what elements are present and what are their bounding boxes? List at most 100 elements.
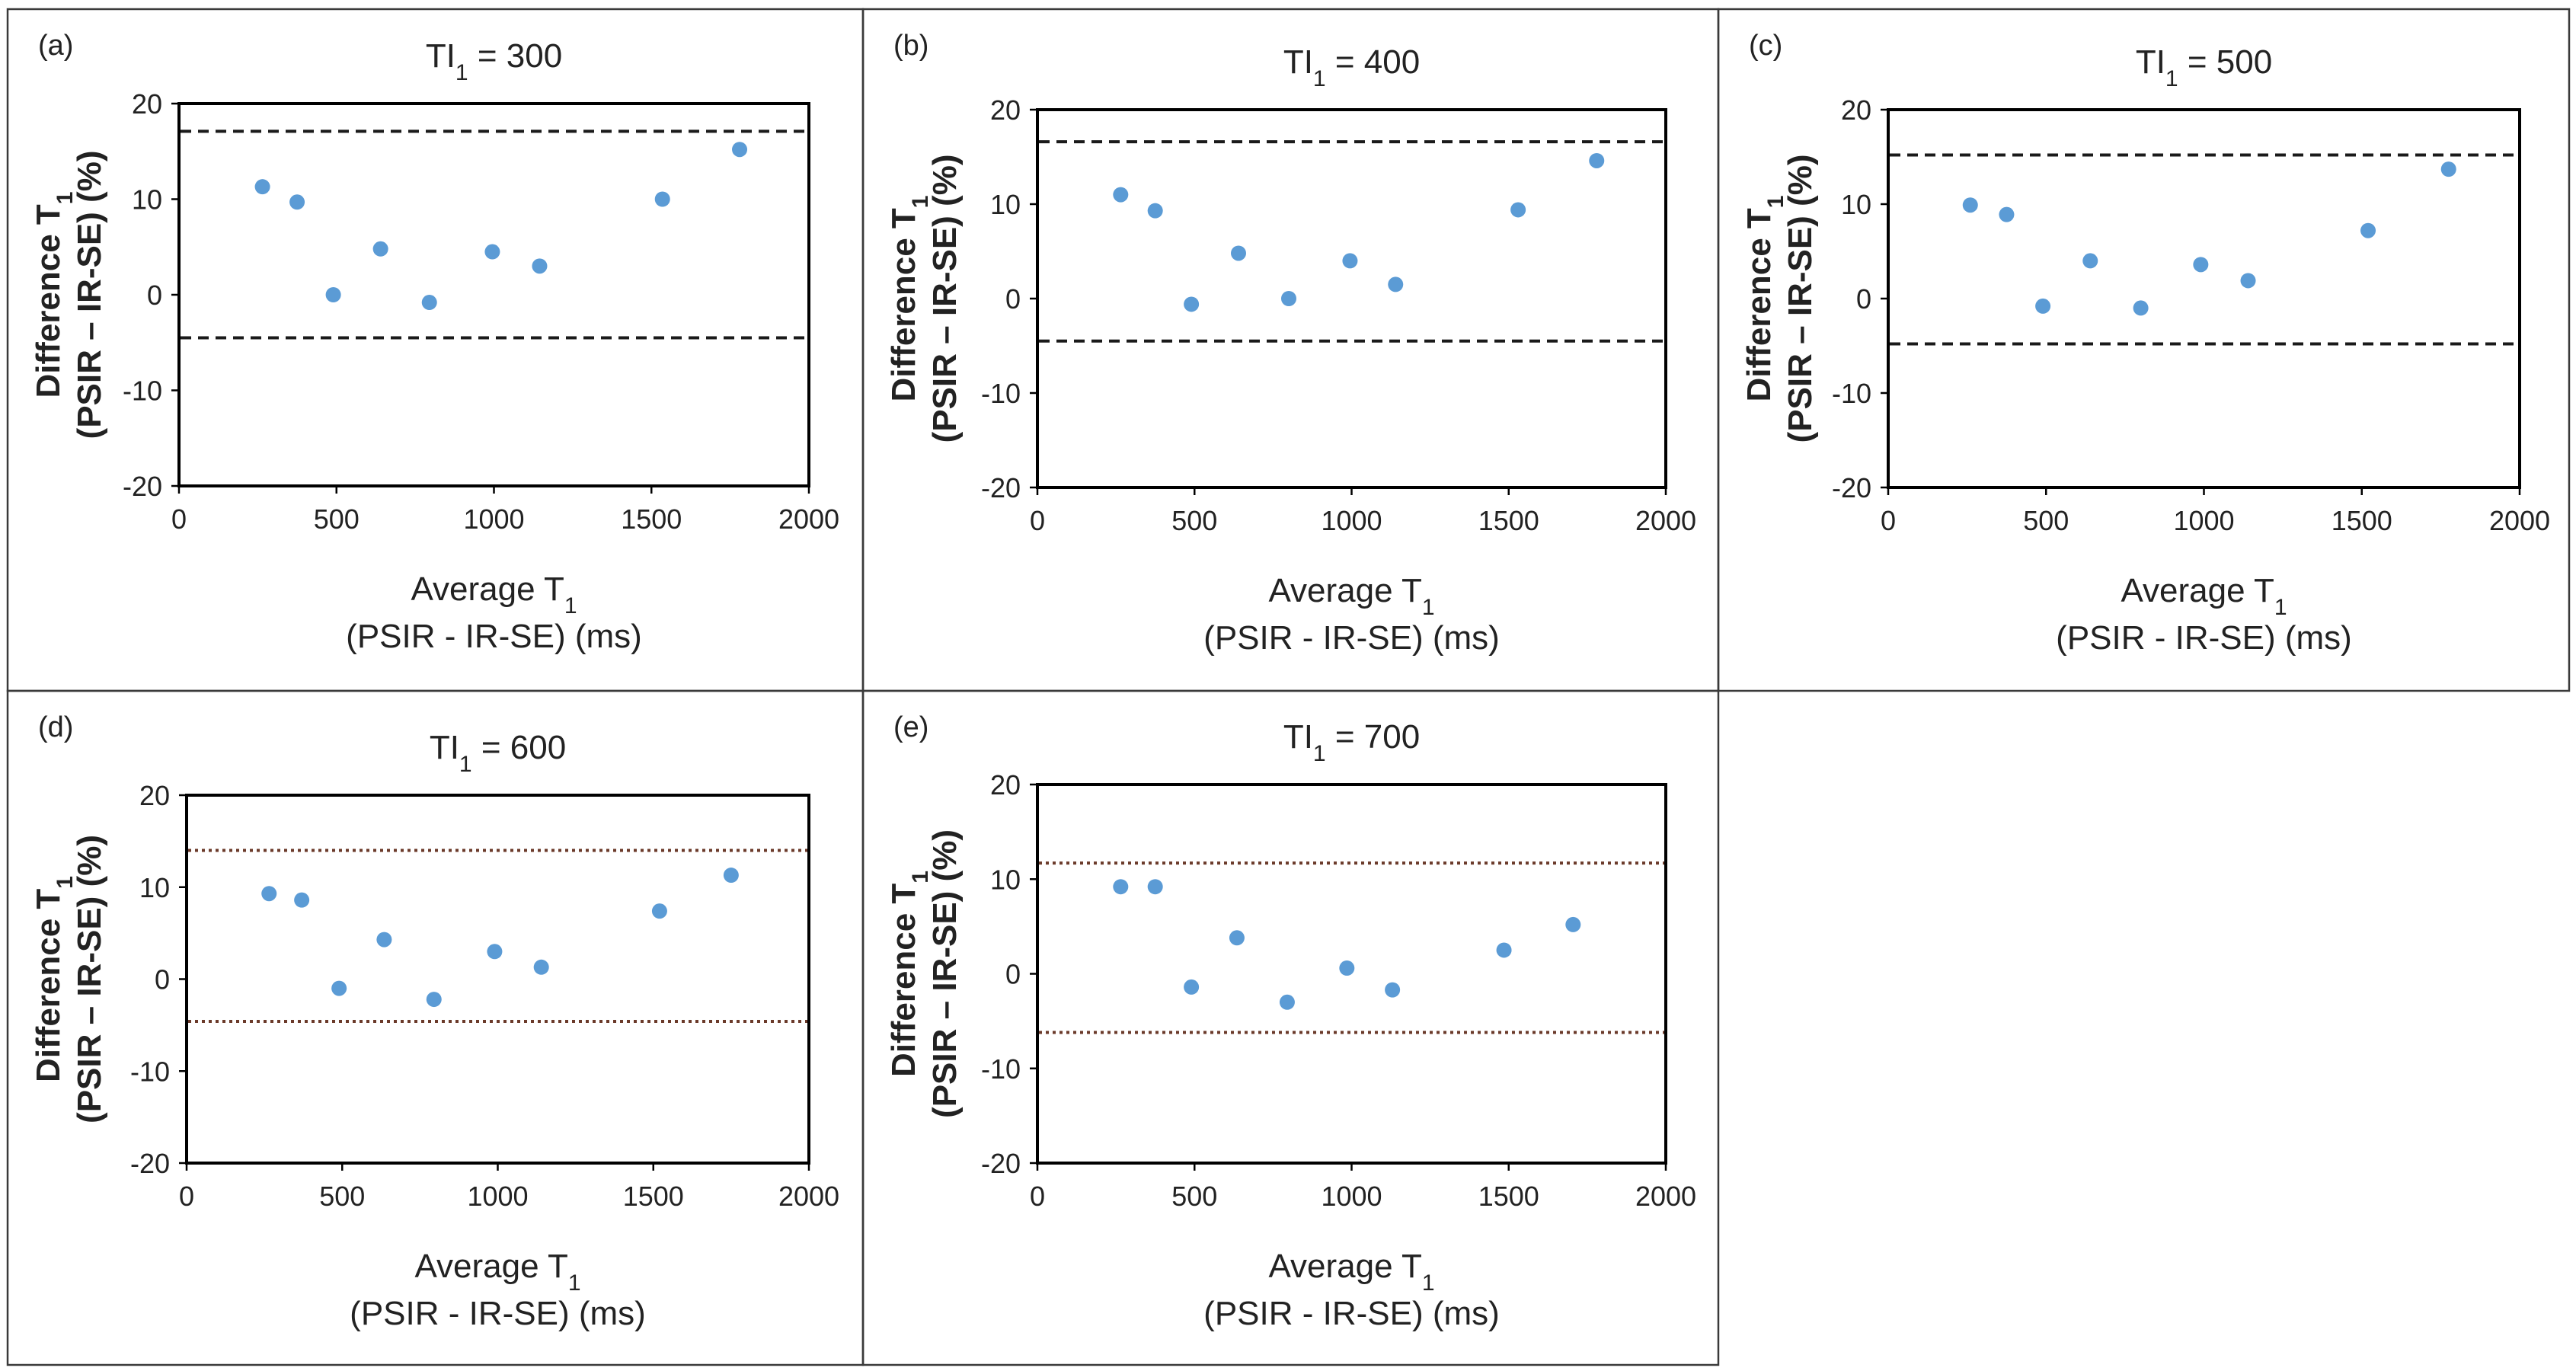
data-point [651,903,667,919]
panel-label: (d) [38,711,73,743]
data-point [261,886,277,902]
chart-title: TI1 = 500 [2136,43,2272,91]
title-value: = 600 [472,729,567,766]
y-tick-label: 20 [990,94,1021,126]
x-axis-label-units: (PSIR - IR-SE) (ms) [2056,619,2352,657]
data-point [2360,222,2376,238]
data-point [372,241,388,257]
x-axis-units-text: (PSIR - IR-SE) (ms) [350,1295,646,1332]
x-axis-label: Average T1 [1268,1248,1434,1296]
data-point [2133,300,2149,316]
title-prefix: TI [1283,718,1313,756]
y-axis-label: Difference T1 [30,876,78,1082]
data-point [484,244,500,260]
y-tick-label: 0 [155,964,170,995]
x-tick-label: 0 [1030,1181,1045,1212]
panel-label: (b) [893,30,928,62]
y-tick-label: 20 [1841,94,1871,126]
x-tick-label: 500 [314,503,360,535]
chart-title: TI1 = 700 [1283,718,1420,766]
y-axis-units-text: (PSIR – IR-SE) (%) [926,155,964,443]
x-axis-label: Average T1 [2121,572,2287,620]
y-tick-label: -20 [981,1148,1021,1179]
x-axis-label-units: (PSIR - IR-SE) (ms) [1203,619,1500,657]
x-axis-label-units: (PSIR - IR-SE) (ms) [346,618,642,655]
x-tick-label: 0 [171,503,187,535]
x-axis-label-subscript: 1 [1422,1270,1435,1296]
x-tick-label: 2000 [1635,505,1696,536]
y-tick-label: 20 [139,780,170,811]
x-axis-label-subscript: 1 [564,593,577,618]
x-tick-label: 2000 [778,503,839,535]
x-axis-label-text: Average T [411,570,564,608]
data-point [254,179,270,195]
y-tick-label: -10 [130,1056,170,1087]
title-subscript: 1 [459,752,472,777]
x-tick-label: 1000 [2173,505,2234,536]
y-tick-label: 0 [1005,283,1021,315]
data-point [1184,979,1200,995]
x-tick-label: 0 [1030,505,1045,536]
data-point [1147,203,1163,219]
y-tick-label: 10 [139,872,170,903]
title-subscript: 1 [1313,741,1326,766]
data-point [1231,245,1246,261]
panel-label: (a) [38,30,73,62]
x-tick-label: 2000 [2489,505,2550,536]
y-axis-label: Difference T1 [885,871,933,1077]
x-axis-label-text: Average T [1268,1248,1421,1285]
x-axis-units-text: (PSIR - IR-SE) (ms) [2056,619,2352,657]
y-tick-label: -10 [981,1053,1021,1085]
y-tick-label: 10 [132,184,162,216]
x-tick-label: 2000 [778,1181,839,1212]
data-point [2082,253,2098,269]
y-axis-label-units: (PSIR – IR-SE) (%) [926,155,964,443]
x-axis-label-text: Average T [2121,572,2274,609]
x-tick-label: 1000 [1321,505,1382,536]
x-axis-label-units: (PSIR - IR-SE) (ms) [1203,1295,1500,1332]
title-subscript: 1 [455,60,468,85]
x-axis-units-text: (PSIR - IR-SE) (ms) [1203,1295,1500,1332]
x-tick-label: 1000 [467,1181,528,1212]
data-point [2440,161,2456,177]
x-axis-label-units: (PSIR - IR-SE) (ms) [350,1295,646,1332]
y-axis-label-units: (PSIR – IR-SE) (%) [926,829,964,1118]
x-axis-label-subscript: 1 [1422,595,1435,620]
y-axis-label-subscript: 1 [908,196,933,209]
data-point [1589,152,1605,168]
data-point [1339,960,1355,976]
chart-title: TI1 = 300 [426,37,562,85]
y-axis-units-text: (PSIR – IR-SE) (%) [71,835,108,1123]
y-tick-label: 0 [147,280,162,311]
data-point [289,194,305,210]
title-prefix: TI [1283,43,1313,81]
title-prefix: TI [426,37,455,75]
y-tick-label: -20 [1832,472,1871,503]
data-point [1184,296,1200,312]
y-axis-units-text: (PSIR – IR-SE) (%) [1782,155,1819,443]
x-axis-label-subscript: 1 [2274,595,2287,620]
data-point [1279,994,1295,1010]
panel-label-text: (e) [893,711,928,743]
x-tick-label: 0 [179,1181,194,1212]
panel-frame-4 [861,689,1720,1366]
data-point [376,932,392,948]
y-tick-label: -10 [1832,378,1871,409]
data-point [1385,982,1401,998]
data-point [294,892,310,908]
x-axis-units-text: (PSIR - IR-SE) (ms) [346,618,642,655]
title-value: = 300 [468,37,563,75]
plot-area [177,102,810,487]
panel-label-text: (b) [893,30,928,62]
panel-label: (e) [893,711,928,743]
x-tick-label: 1000 [1321,1181,1382,1212]
y-axis-label-subscript: 1 [53,192,78,205]
data-point [1342,253,1358,269]
y-axis-label-subscript: 1 [1763,196,1788,209]
x-axis-label: Average T1 [1268,572,1434,620]
